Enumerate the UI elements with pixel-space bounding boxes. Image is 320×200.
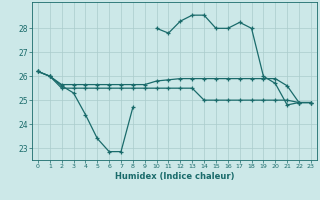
X-axis label: Humidex (Indice chaleur): Humidex (Indice chaleur) <box>115 172 234 181</box>
